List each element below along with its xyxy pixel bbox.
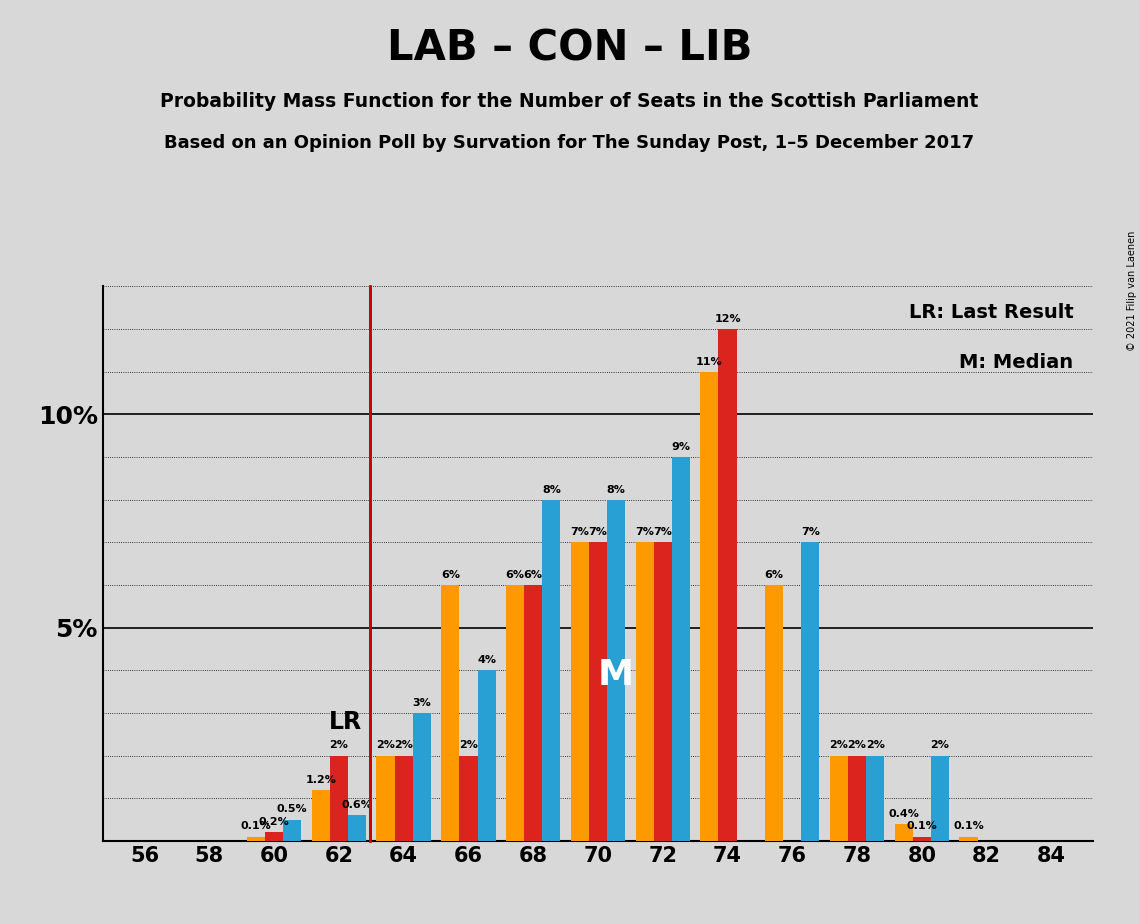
Text: 1.2%: 1.2% (305, 774, 336, 784)
Text: 6%: 6% (441, 570, 460, 580)
Text: Based on an Opinion Poll by Survation for The Sunday Post, 1–5 December 2017: Based on an Opinion Poll by Survation fo… (164, 134, 975, 152)
Text: 0.1%: 0.1% (907, 821, 937, 832)
Text: M: Median: M: Median (959, 353, 1074, 372)
Text: 12%: 12% (714, 314, 740, 324)
Text: 3%: 3% (412, 698, 432, 708)
Bar (912, 836, 931, 841)
Bar (330, 756, 349, 841)
Text: 2%: 2% (931, 740, 950, 750)
Bar (542, 500, 560, 841)
Bar (265, 833, 284, 841)
Bar (866, 756, 884, 841)
Text: 2%: 2% (829, 740, 849, 750)
Text: 4%: 4% (477, 655, 497, 665)
Bar (477, 670, 495, 841)
Text: 0.1%: 0.1% (953, 821, 984, 832)
Text: M: M (598, 658, 634, 691)
Text: 2%: 2% (866, 740, 885, 750)
Text: 8%: 8% (542, 484, 560, 494)
Bar (571, 542, 589, 841)
Text: 0.4%: 0.4% (888, 808, 919, 819)
Text: 7%: 7% (636, 528, 654, 537)
Bar (654, 542, 672, 841)
Bar (441, 585, 459, 841)
Bar (802, 542, 819, 841)
Text: LAB – CON – LIB: LAB – CON – LIB (387, 28, 752, 69)
Bar (959, 836, 977, 841)
Text: 2%: 2% (847, 740, 867, 750)
Text: LR: Last Result: LR: Last Result (909, 303, 1074, 322)
Text: 9%: 9% (671, 442, 690, 452)
Text: 0.2%: 0.2% (259, 817, 289, 827)
Bar (312, 790, 330, 841)
Bar (394, 756, 412, 841)
Text: LR: LR (329, 711, 362, 735)
Text: 7%: 7% (654, 528, 672, 537)
Text: 2%: 2% (459, 740, 478, 750)
Text: 0.5%: 0.5% (277, 805, 308, 814)
Text: 7%: 7% (801, 528, 820, 537)
Bar (524, 585, 542, 841)
Bar (412, 713, 431, 841)
Bar (247, 836, 265, 841)
Text: 2%: 2% (329, 740, 349, 750)
Bar (931, 756, 949, 841)
Bar (765, 585, 784, 841)
Bar (377, 756, 394, 841)
Text: Probability Mass Function for the Number of Seats in the Scottish Parliament: Probability Mass Function for the Number… (161, 92, 978, 112)
Text: 6%: 6% (764, 570, 784, 580)
Bar (349, 815, 366, 841)
Bar (847, 756, 866, 841)
Text: 6%: 6% (524, 570, 542, 580)
Bar (672, 457, 690, 841)
Text: 7%: 7% (589, 528, 607, 537)
Bar (589, 542, 607, 841)
Bar (506, 585, 524, 841)
Bar (830, 756, 847, 841)
Bar (284, 820, 302, 841)
Bar (607, 500, 625, 841)
Text: 0.1%: 0.1% (240, 821, 271, 832)
Text: 2%: 2% (376, 740, 395, 750)
Text: 11%: 11% (696, 357, 722, 367)
Text: © 2021 Filip van Laenen: © 2021 Filip van Laenen (1126, 231, 1137, 351)
Bar (719, 329, 737, 841)
Text: 7%: 7% (571, 528, 589, 537)
Bar (636, 542, 654, 841)
Text: 2%: 2% (394, 740, 413, 750)
Text: 6%: 6% (506, 570, 525, 580)
Bar (894, 824, 912, 841)
Text: 0.6%: 0.6% (342, 800, 372, 810)
Text: 8%: 8% (607, 484, 625, 494)
Bar (459, 756, 477, 841)
Bar (700, 371, 719, 841)
